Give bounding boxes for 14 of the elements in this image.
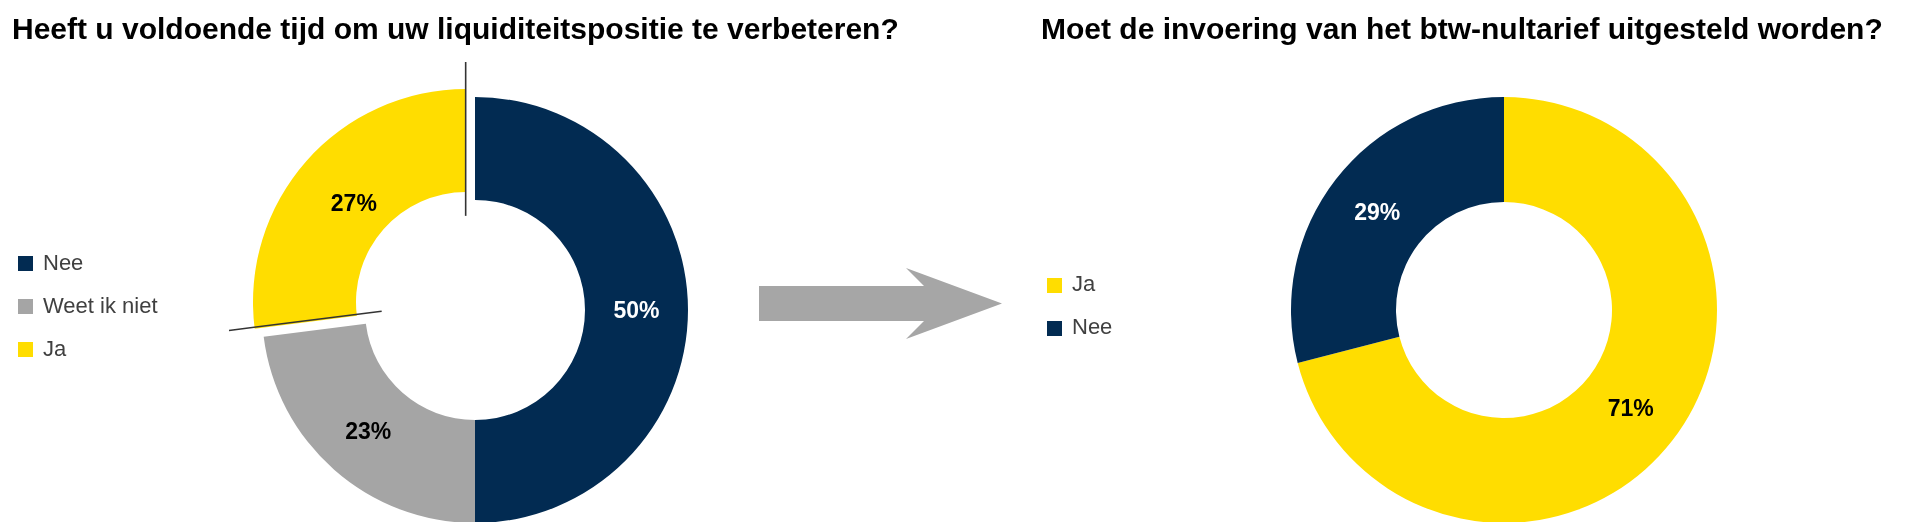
legend-label: Ja — [1072, 271, 1096, 296]
legend-label: Ja — [43, 335, 67, 361]
data-label: 23% — [345, 418, 392, 445]
legend-label: Weet ik niet — [43, 292, 158, 318]
data-label: 27% — [330, 190, 377, 217]
donut-slice — [1297, 97, 1717, 522]
data-label: 29% — [1354, 198, 1401, 225]
legend-label: Nee — [1072, 314, 1113, 339]
chart-title: Moet de invoering van het btw-nultarief uitgesteld worden? — [1041, 12, 1883, 46]
donut-slice — [1291, 97, 1504, 363]
data-label: 71% — [1607, 395, 1654, 422]
chart-title: Heeft u voldoende tijd om uw liquiditeitspositie te verbeteren? — [12, 12, 899, 46]
legend-label: Nee — [43, 249, 84, 275]
data-label: 50% — [613, 297, 660, 323]
